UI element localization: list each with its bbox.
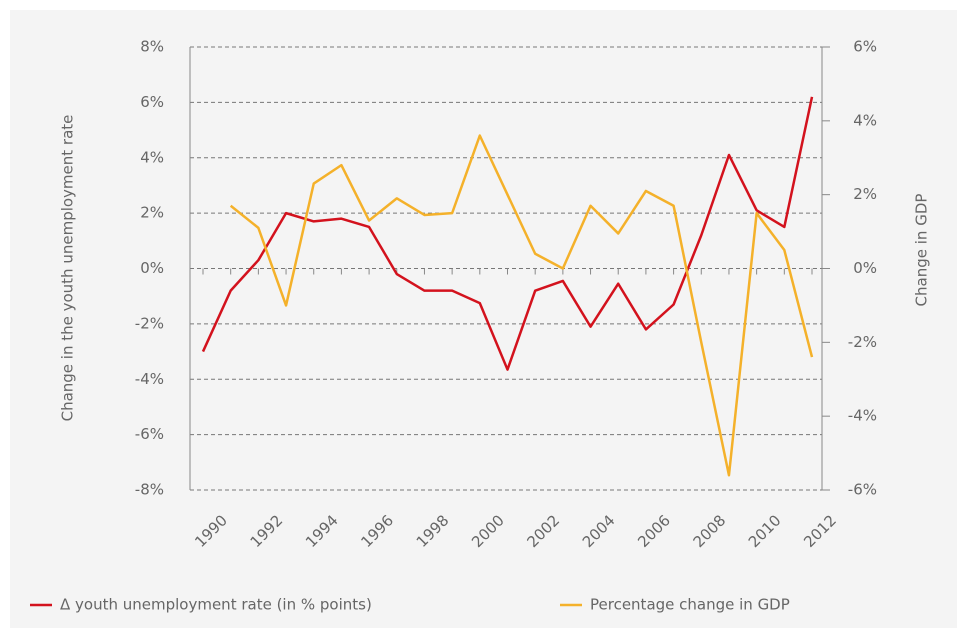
y-tick-label: -2%: [135, 314, 164, 332]
y-tick-label: 6%: [140, 93, 164, 111]
y2-axis-label: Change in GDP: [913, 194, 931, 307]
y-tick-label: 8%: [140, 38, 164, 56]
y-tick-label: -4%: [135, 370, 164, 388]
y-tick-label: -8%: [135, 481, 164, 499]
legend-label: Δ youth unemployment rate (in % points): [60, 596, 372, 614]
y2-tick-label: -4%: [848, 407, 877, 425]
y-tick-label: 4%: [140, 148, 164, 166]
y2-tick-label: -6%: [848, 481, 877, 499]
y-axis-label: Change in the youth unemployment rate: [59, 115, 77, 422]
y2-tick-label: 2%: [853, 185, 877, 203]
y2-tick-label: 4%: [853, 111, 877, 129]
y-tick-label: -6%: [135, 425, 164, 443]
legend-label: Percentage change in GDP: [590, 596, 790, 614]
series-line: [229, 134, 814, 477]
y2-tick-label: 0%: [853, 259, 877, 277]
y-tick-label: 2%: [140, 204, 164, 222]
background: [10, 10, 957, 628]
y2-tick-label: -2%: [848, 333, 877, 351]
y-tick-label: 0%: [140, 259, 164, 277]
y2-tick-label: 6%: [853, 38, 877, 56]
